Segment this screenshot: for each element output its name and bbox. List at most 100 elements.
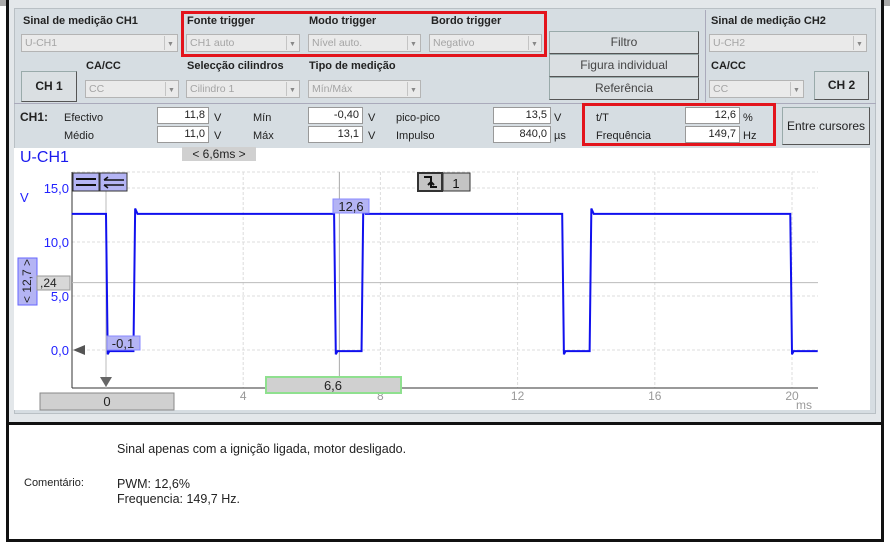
trigger-source-value: CH1 auto — [190, 37, 235, 49]
tab-ch2[interactable]: CH 2 — [814, 71, 869, 100]
cylinder-select[interactable]: Cilindro 1 ▼ — [186, 80, 300, 98]
ch2-coupling-select[interactable]: CC ▼ — [709, 80, 804, 98]
mean-value: 11,0 — [157, 126, 209, 143]
duty-label: t/T — [596, 112, 609, 124]
trigger-edge-value: Negativo — [433, 37, 475, 49]
x-tick-label: 12 — [511, 389, 525, 403]
chevron-down-icon: ▼ — [407, 82, 419, 96]
chart-title: U-CH1 — [20, 149, 69, 166]
arrow-left-icon-glyph — [103, 176, 124, 189]
channel-label: CH1: — [20, 110, 49, 124]
mean-unit: V — [214, 130, 222, 142]
reference-button[interactable]: Referência — [549, 77, 699, 100]
trigger-mode-select[interactable]: Nível auto. ▼ — [308, 34, 421, 52]
divider — [705, 10, 706, 102]
trigger-point-icon — [100, 377, 112, 387]
y-tick-label: 5,0 — [51, 289, 69, 304]
comment-line: Sinal apenas com a ignição ligada, motor… — [117, 442, 407, 456]
comment-box: Comentário: Sinal apenas com a ignição l… — [6, 422, 884, 542]
stack-icon-glyph — [76, 178, 96, 186]
chevron-down-icon: ▼ — [286, 82, 298, 96]
ch1-signal-label: Sinal de medição CH1 — [23, 15, 138, 27]
scale-badge-label: < 12,7 > — [20, 259, 34, 303]
horizontal-cursor-box[interactable] — [36, 275, 71, 291]
ch1-signal-value: U-CH1 — [25, 37, 58, 49]
chevron-down-icon: ▼ — [853, 36, 865, 50]
ch2-signal-label: Sinal de medição CH2 — [711, 15, 826, 27]
cursor-delta-box — [182, 147, 256, 161]
measure-type-value: Mín/Máx — [312, 83, 353, 95]
y-axis-unit: V — [20, 190, 29, 205]
horizontal-cursor-label: ,24 — [40, 276, 57, 290]
max-unit: V — [368, 130, 376, 142]
comment-line: PWM: 12,6% — [117, 477, 190, 491]
duty-unit: % — [743, 112, 753, 124]
low-marker-label: -0,1 — [112, 336, 134, 351]
cursor-a-box[interactable] — [39, 392, 175, 411]
single-figure-button[interactable]: Figura individual — [549, 54, 699, 77]
trigger-source-label: Fonte trigger — [187, 15, 255, 27]
cursor-b-label: 6,6 — [324, 378, 342, 393]
cursor-b-box[interactable] — [265, 376, 402, 394]
y-tick-label: 0,0 — [51, 343, 69, 358]
falling-edge-icon — [424, 176, 437, 188]
x-tick-label: 4 — [240, 389, 247, 403]
arrow-left-icon[interactable] — [99, 172, 128, 192]
stack-icon[interactable] — [72, 172, 100, 192]
peak-peak-label: pico-pico — [396, 112, 441, 124]
x-tick-label: 16 — [648, 389, 662, 403]
ch2-coupling-label: CA/CC — [711, 60, 746, 72]
trigger-channel-box[interactable] — [442, 172, 471, 192]
ch1-coupling-label: CA/CC — [86, 60, 121, 72]
mean-label: Médio — [64, 130, 94, 142]
cylinder-value: Cilindro 1 — [190, 83, 235, 95]
y-tick-label: 10,0 — [44, 235, 69, 250]
frequency-label: Frequência — [596, 130, 652, 142]
chevron-down-icon: ▼ — [407, 36, 419, 50]
waveform-line — [71, 208, 818, 355]
duty-freq-highlight-box — [582, 103, 776, 146]
chevron-down-icon: ▼ — [790, 82, 802, 96]
effective-label: Efectivo — [64, 112, 104, 124]
chevron-down-icon: ▼ — [286, 36, 298, 50]
between-cursors-button[interactable]: Entre cursores — [782, 107, 870, 145]
low-marker-box — [106, 335, 141, 351]
pulse-label: Impulso — [396, 130, 435, 142]
trigger-edge-select[interactable]: Negativo ▼ — [429, 34, 542, 52]
x-tick-label: 20 — [785, 389, 799, 403]
ch2-signal-value: U-CH2 — [713, 37, 746, 49]
divider — [14, 103, 876, 104]
duty-value: 12,6 — [685, 107, 740, 124]
cursor-delta-label: < 6,6ms > — [192, 147, 245, 161]
max-label: Máx — [253, 130, 274, 142]
high-marker-box — [332, 198, 370, 214]
comment-label: Comentário: — [24, 477, 84, 489]
ch2-signal-select[interactable]: U-CH2 ▼ — [709, 34, 867, 52]
trigger-highlight-box — [181, 11, 547, 57]
pulse-value: 840,0 — [493, 126, 551, 143]
ch1-signal-select[interactable]: U-CH1 ▼ — [21, 34, 178, 52]
effective-unit: V — [214, 112, 222, 124]
high-marker-label: 12,6 — [338, 199, 363, 214]
min-unit: V — [368, 112, 376, 124]
effective-value: 11,8 — [157, 107, 209, 124]
comment-line: Frequencia: 149,7 Hz. — [117, 492, 240, 506]
trigger-mode-label: Modo trigger — [309, 15, 377, 27]
measure-type-select[interactable]: Mín/Máx ▼ — [308, 80, 421, 98]
trigger-source-select[interactable]: CH1 auto ▼ — [186, 34, 300, 52]
trigger-edge-label: Bordo trigger — [431, 15, 502, 27]
chevron-down-icon: ▼ — [164, 36, 176, 50]
trigger-mode-value: Nível auto. — [312, 37, 363, 49]
tab-ch1[interactable]: CH 1 — [21, 71, 77, 102]
measure-type-label: Tipo de medição — [309, 60, 396, 72]
x-axis-unit: ms — [796, 398, 812, 412]
ch1-coupling-select[interactable]: CC ▼ — [85, 80, 179, 98]
ch1-coupling-value: CC — [89, 83, 105, 95]
zero-level-arrow-icon — [73, 345, 85, 355]
ch2-coupling-value: CC — [713, 83, 729, 95]
filter-button[interactable]: Filtro — [549, 31, 699, 54]
min-value: -0,40 — [308, 107, 363, 124]
x-tick-label: 8 — [377, 389, 384, 403]
chevron-down-icon: ▼ — [165, 82, 177, 96]
